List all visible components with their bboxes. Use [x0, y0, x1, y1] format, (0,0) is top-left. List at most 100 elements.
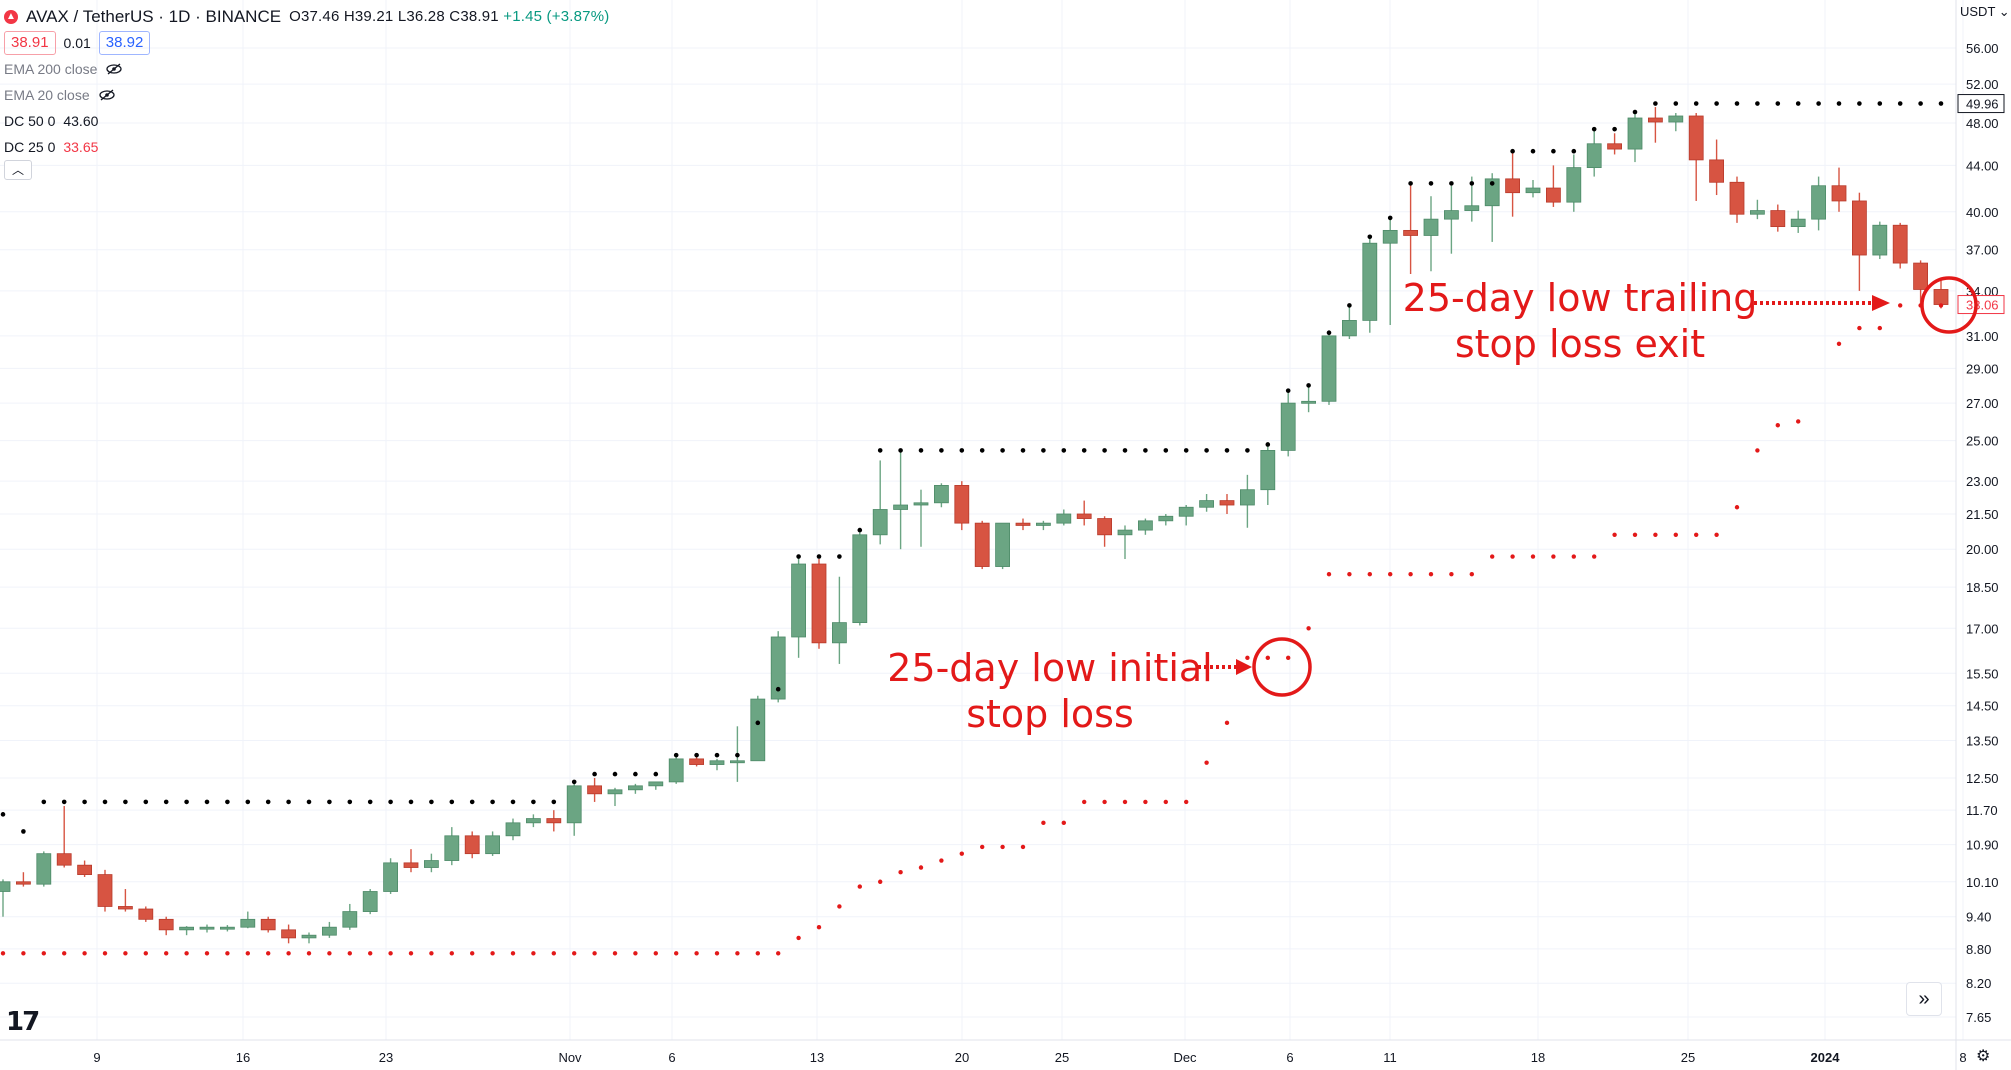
candle-body: [1444, 210, 1459, 220]
candle-body: [219, 926, 235, 930]
dc25-dot: [1204, 760, 1209, 765]
dc50-dot: [1775, 101, 1781, 106]
open-value: O37.46: [289, 8, 340, 25]
trailing-exit-annotation: 25-day low trailing stop loss exit: [1395, 275, 1765, 367]
candle-body: [566, 785, 582, 824]
price-tick-label: 31.00: [1966, 329, 1999, 344]
candle-body: [423, 860, 439, 868]
price-tick-label: 21.50: [1966, 507, 1999, 522]
tradingview-logo[interactable]: 𝟭𝟳: [6, 1006, 40, 1036]
dc50-dot: [408, 799, 414, 805]
dc50-dot: [1510, 148, 1515, 154]
collapse-legend-button[interactable]: ︿: [4, 160, 32, 180]
time-tick-label: 13: [810, 1050, 824, 1065]
dc25-dot: [327, 951, 332, 956]
dc25-dot: [225, 951, 230, 956]
time-tick-label: 23: [379, 1050, 393, 1065]
eye-crossed-icon[interactable]: [98, 89, 116, 101]
dc25-dot: [796, 935, 801, 941]
dc50-dot: [510, 799, 516, 805]
dc25-dot: [1082, 799, 1087, 805]
price-tick-label: 10.90: [1966, 838, 1999, 853]
dc50-dot: [673, 752, 679, 758]
candle-body: [321, 926, 337, 936]
last-price-label: 49.96: [1966, 97, 1999, 112]
initial-stop-arrowhead: [1236, 659, 1252, 675]
candle-body: [383, 862, 399, 892]
candle-body: [77, 864, 92, 875]
dc50-dot: [1714, 101, 1719, 106]
candle-body: [1872, 224, 1888, 256]
candle-body: [1015, 522, 1031, 526]
dc50-dot: [1041, 448, 1046, 453]
indicator-dc50[interactable]: DC 50 0 43.60: [4, 108, 609, 134]
dc50-dot: [1734, 101, 1740, 106]
time-tick-label: 25: [1681, 1050, 1695, 1065]
candle-body: [934, 485, 949, 504]
candle-body: [97, 874, 113, 907]
indicator-dc25[interactable]: DC 25 0 33.65: [4, 134, 609, 160]
dc50-dot: [1571, 148, 1577, 154]
candle-body: [1362, 242, 1378, 321]
indicator-label: DC 25 0: [4, 139, 56, 155]
dc25-dot: [1612, 532, 1617, 538]
price-tick-label: 40.00: [1966, 205, 1999, 220]
dc50-dot: [1163, 448, 1169, 453]
candle-body: [811, 563, 827, 644]
candle-body: [1546, 187, 1561, 203]
candle-body: [403, 862, 419, 868]
candle-body: [505, 822, 521, 837]
candle-body: [1199, 500, 1214, 508]
dc50-dot: [143, 799, 149, 805]
price-tick-label: 8.20: [1966, 976, 1991, 991]
price-tick-label: 12.50: [1966, 771, 1999, 786]
candle-body: [1831, 185, 1847, 202]
dc25-dot: [1163, 799, 1169, 805]
dc50-dot: [286, 799, 291, 805]
dc25-dot: [388, 951, 393, 956]
candle-body: [1403, 229, 1418, 236]
dc50-dot: [21, 829, 26, 834]
candle-body: [1219, 500, 1235, 506]
eye-crossed-icon[interactable]: [105, 63, 123, 75]
scroll-to-realtime-button[interactable]: »: [1906, 982, 1942, 1016]
symbol-row: ▲ AVAX / TetherUS · 1D · BINANCE O37.46 …: [4, 4, 609, 30]
time-tick-label: 6: [1286, 1050, 1293, 1065]
dc50-dot: [735, 752, 740, 758]
time-tick-label: 18: [1531, 1050, 1545, 1065]
indicator-value: 33.65: [63, 139, 99, 155]
dc50-dot: [816, 554, 822, 559]
dc25-dot: [429, 951, 434, 956]
dc50-dot: [204, 799, 210, 805]
candle-body: [1342, 320, 1357, 337]
indicator-ema20[interactable]: EMA 20 close: [4, 82, 609, 108]
dc25-dot: [21, 951, 26, 956]
dc50-dot: [1918, 101, 1923, 106]
trade-row: 38.91 0.01 38.92: [4, 30, 609, 56]
dc25-dot: [1551, 554, 1556, 559]
indicator-ema200[interactable]: EMA 200 close: [4, 56, 609, 82]
indicator-label: EMA 20 close: [4, 87, 90, 103]
sell-button[interactable]: 38.91: [4, 31, 56, 55]
dc50-dot: [82, 799, 87, 805]
dc25-dot: [531, 951, 536, 956]
dc50-dot: [1265, 442, 1271, 447]
chevron-down-icon: ⌄: [1998, 4, 2010, 19]
candle-body: [362, 891, 378, 912]
candle-body: [1586, 143, 1602, 169]
gear-icon[interactable]: ⚙: [1976, 1048, 1991, 1065]
dc50-dot: [1857, 101, 1862, 106]
symbol-title[interactable]: AVAX / TetherUS · 1D · BINANCE: [26, 7, 282, 26]
dc25-dot: [1388, 571, 1393, 577]
buy-button[interactable]: 38.92: [98, 31, 151, 55]
currency-selector[interactable]: USDT ⌄: [1960, 4, 2010, 20]
indicator-value: 43.60: [63, 113, 99, 129]
dc50-dot: [775, 686, 781, 692]
dc25-dot: [41, 951, 46, 956]
dc50-dot: [327, 799, 332, 805]
dc25-dot: [1224, 720, 1230, 726]
price-tick-label: 23.00: [1966, 474, 1999, 489]
dc25-dot: [1510, 554, 1515, 559]
dc50-dot: [1551, 148, 1556, 154]
